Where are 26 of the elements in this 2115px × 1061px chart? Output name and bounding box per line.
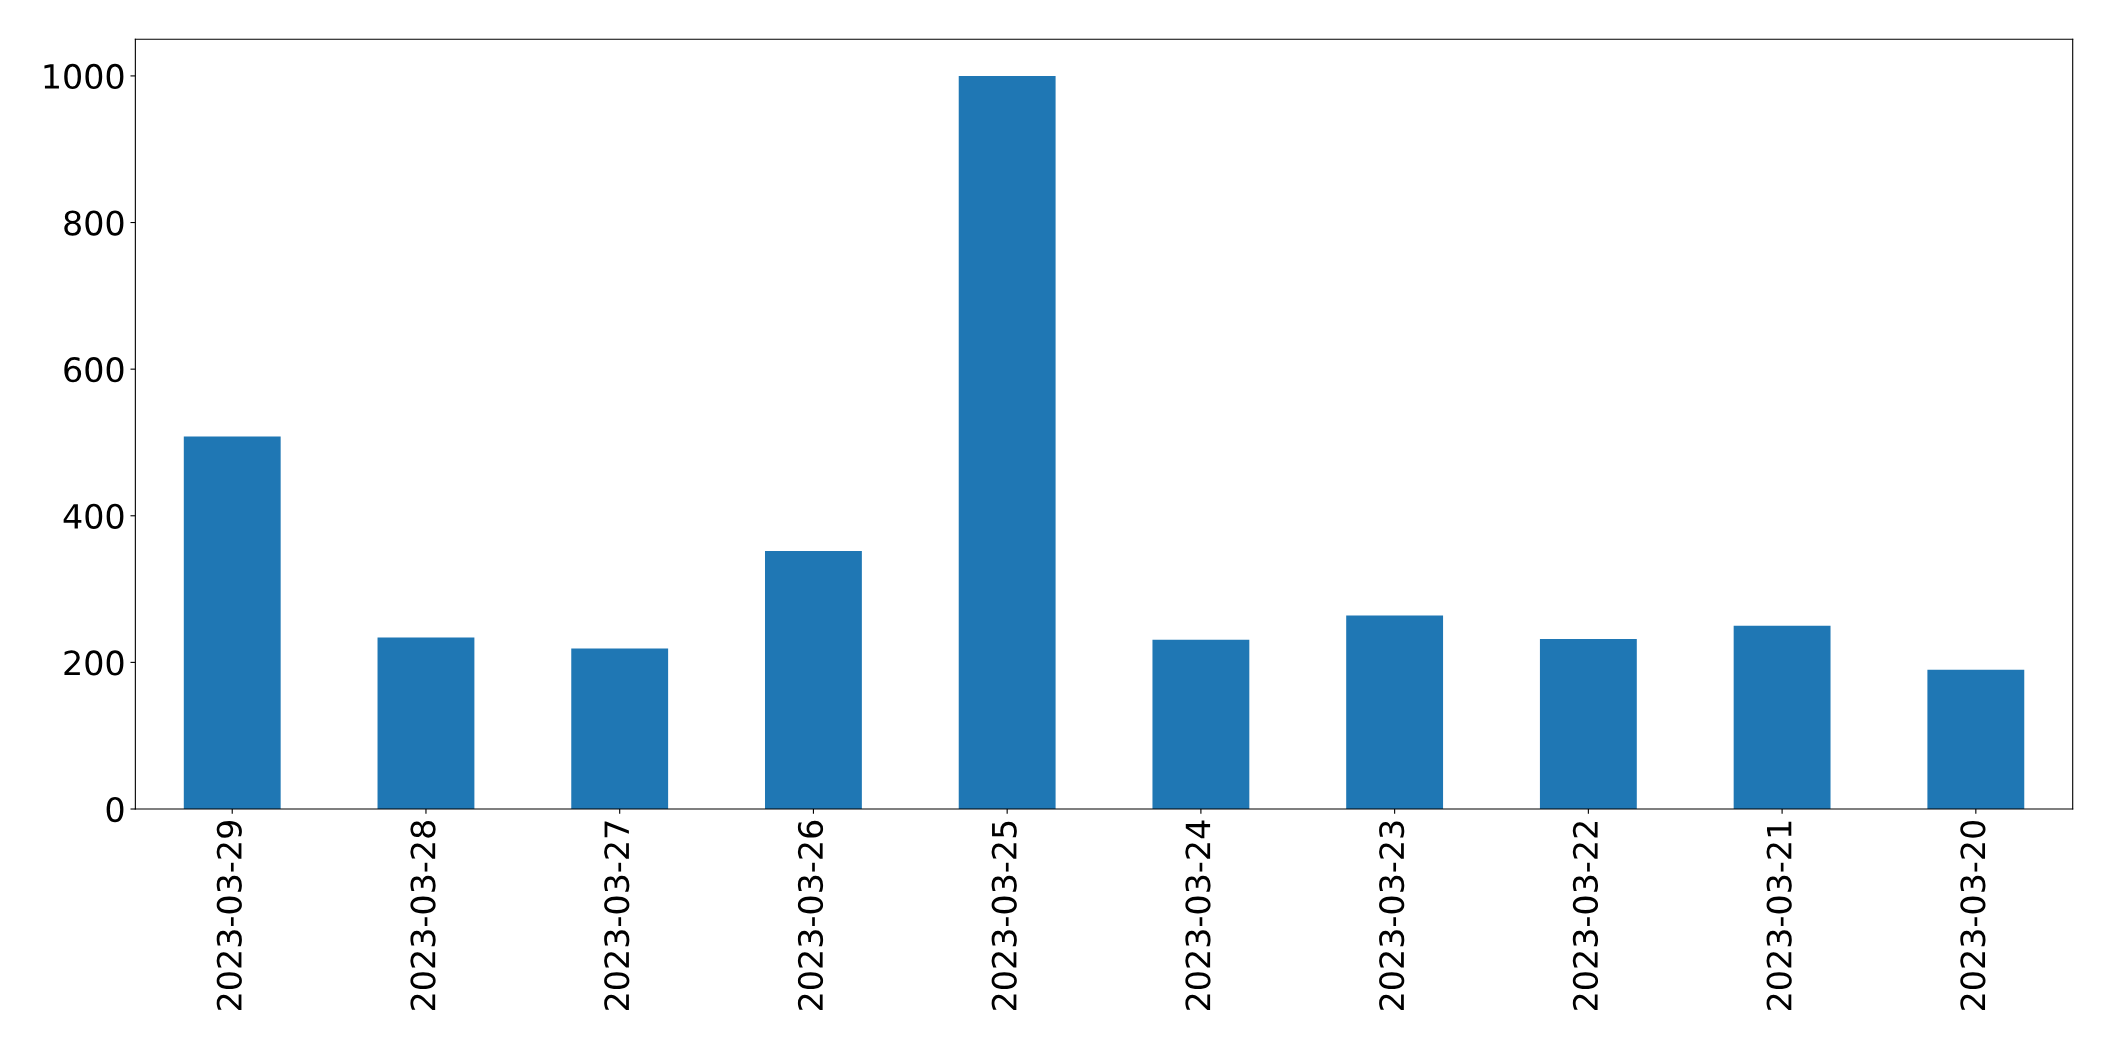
y-tick-label: 400 [63,503,124,529]
bar [1733,625,1831,810]
bar [571,648,669,810]
bar [1927,669,2025,810]
y-tick-label: 1000 [44,63,124,90]
bar [958,75,1056,810]
y-tick-label: 0 [106,796,124,823]
x-tick-label: 2023-03-21 [1766,821,1792,1011]
bar [377,637,475,810]
bar [1346,615,1444,810]
x-tick-label: 2023-03-23 [1379,821,1405,1011]
y-tick-label: 200 [64,650,124,676]
x-tick-label: 2023-03-22 [1572,822,1599,1011]
y-tick-label: 600 [64,357,124,383]
x-tick-label: 2023-03-28 [410,821,436,1011]
x-tick-label: 2023-03-26 [797,820,824,1011]
bar [765,550,862,810]
x-tick-label: 2023-03-24 [1185,820,1211,1011]
y-tick-label: 800 [64,210,124,236]
bar [1539,638,1637,810]
bar [1152,639,1250,810]
x-tick-label: 2023-03-29 [216,821,242,1011]
bar [183,436,281,810]
x-tick-label: 2023-03-20 [1960,820,1986,1011]
x-tick-label: 2023-03-27 [604,821,630,1011]
x-tick-label: 2023-03-25 [991,821,1017,1011]
